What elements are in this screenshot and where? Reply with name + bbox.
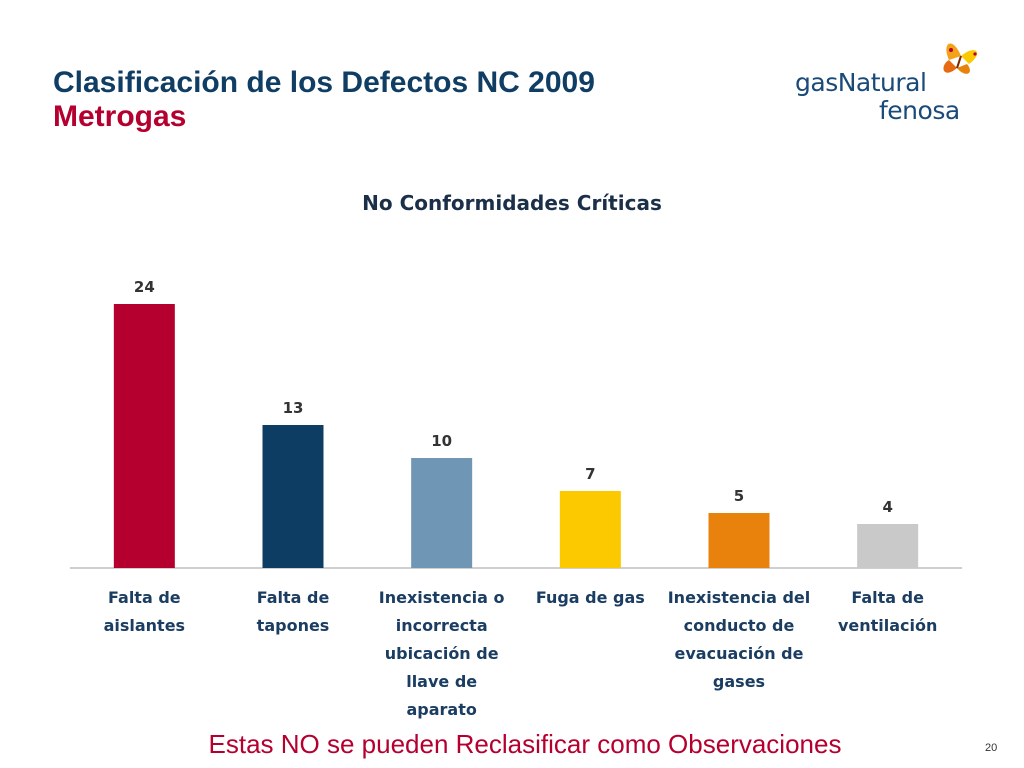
data-label: 24 xyxy=(134,278,155,296)
category-label: Falta de ventilación xyxy=(838,588,937,635)
logo-text-fenosa: fenosa xyxy=(879,96,960,125)
category-label: Falta de aislantes xyxy=(104,588,186,635)
data-label: 4 xyxy=(882,498,892,516)
data-label: 13 xyxy=(283,399,304,417)
category-label: Fuga de gas xyxy=(536,588,645,607)
logo-text-gasnatural: gasNatural xyxy=(795,68,927,97)
chart-title: No Conformidades Críticas xyxy=(362,191,662,215)
slide-title-line2: Metrogas xyxy=(53,100,187,133)
slide-title: Clasificación de los Defectos NC 2009 Me… xyxy=(53,66,595,134)
category-label: Inexistencia o incorrecta ubicación de llav… xyxy=(379,588,505,719)
bar xyxy=(113,304,175,568)
data-label: 7 xyxy=(585,465,595,483)
bar xyxy=(411,458,473,568)
bar xyxy=(559,491,621,568)
bar xyxy=(857,524,919,568)
bar xyxy=(262,425,324,568)
data-label: 5 xyxy=(734,487,744,505)
butterfly-icon xyxy=(943,43,978,74)
page-number: 20 xyxy=(985,742,998,754)
gas-natural-fenosa-logo: gasNatural fenosa xyxy=(795,38,995,128)
footer-note: Estas NO se pueden Reclasificar como Obs… xyxy=(208,729,842,759)
category-label: Falta de tapones xyxy=(257,588,330,635)
bar xyxy=(708,513,770,568)
slide-title-line1: Clasificación de los Defectos NC 2009 xyxy=(53,66,595,99)
category-label: Inexistencia del conducto de evacuación de… xyxy=(668,588,811,691)
data-label: 10 xyxy=(431,432,452,450)
